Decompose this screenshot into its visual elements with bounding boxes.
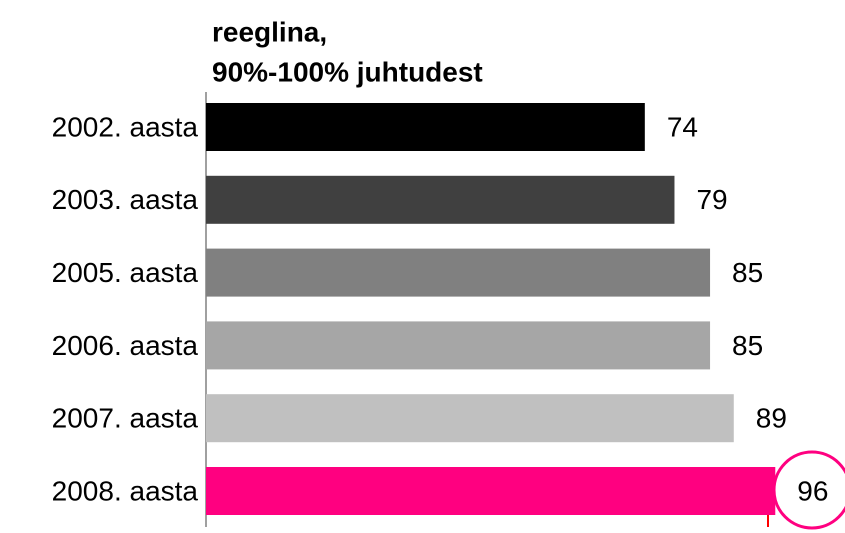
value-label: 74 — [667, 111, 698, 142]
bar — [206, 175, 675, 224]
category-label: 2006. aasta — [52, 330, 199, 361]
value-label: 96 — [797, 475, 828, 506]
category-label: 2005. aasta — [52, 257, 199, 288]
category-label: 2007. aasta — [52, 403, 199, 434]
value-label: 85 — [732, 330, 763, 361]
bar — [206, 248, 711, 297]
chart-title-line: reeglina, — [212, 16, 327, 47]
value-label: 89 — [756, 403, 787, 434]
bar — [206, 467, 776, 515]
value-label: 79 — [696, 184, 727, 215]
category-label: 2003. aasta — [52, 184, 199, 215]
category-label: 2002. aasta — [52, 111, 199, 142]
bar — [206, 394, 734, 443]
bar — [206, 103, 645, 151]
chart-title-line: 90%-100% juhtudest — [212, 56, 483, 87]
category-label: 2008. aasta — [52, 475, 199, 506]
highlight-circle — [772, 450, 845, 530]
value-label: 85 — [732, 257, 763, 288]
bar — [206, 321, 711, 370]
